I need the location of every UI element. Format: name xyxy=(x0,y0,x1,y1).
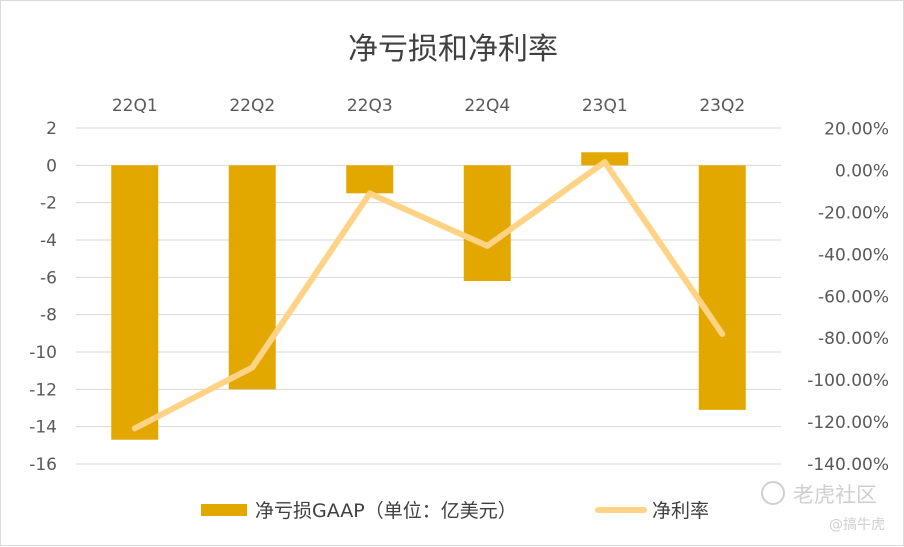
x-tick-label: 22Q2 xyxy=(229,96,275,116)
bar xyxy=(228,165,276,390)
x-axis-labels: 22Q1 22Q2 22Q3 22Q4 23Q1 23Q2 xyxy=(112,96,745,116)
bar xyxy=(111,165,159,440)
y-right-tick-label: -120.00% xyxy=(807,413,889,433)
line-series xyxy=(131,159,726,432)
y-left-axis-labels: 2 0 -2 -4 -6 -8 -10 -12 -14 -16 xyxy=(29,119,57,475)
line-point xyxy=(721,333,723,335)
y-right-tick-label: -140.00% xyxy=(807,455,889,475)
legend-bar-swatch xyxy=(201,504,247,516)
chart-title: 净亏损和净利率 xyxy=(348,32,558,67)
x-tick-label: 23Q2 xyxy=(699,96,745,116)
x-tick-label: 23Q1 xyxy=(582,96,628,116)
line-point xyxy=(604,161,606,163)
y-left-tick-label: -10 xyxy=(29,343,57,363)
y-left-tick-label: -16 xyxy=(29,455,57,475)
legend-bar-label: 净亏损GAAP（单位：亿美元） xyxy=(255,500,517,522)
y-right-tick-label: -80.00% xyxy=(818,329,889,349)
x-tick-label: 22Q1 xyxy=(112,96,158,116)
bar xyxy=(463,165,511,282)
legend: 净亏损GAAP（单位：亿美元） 净利率 xyxy=(201,500,709,522)
bar xyxy=(581,152,629,166)
y-left-tick-label: -12 xyxy=(29,380,57,400)
x-tick-label: 22Q3 xyxy=(347,96,393,116)
y-left-tick-label: -14 xyxy=(29,418,57,438)
tiger-logo-icon xyxy=(761,481,785,505)
y-right-tick-label: 0.00% xyxy=(835,161,889,181)
bar-series xyxy=(111,152,746,440)
gridlines xyxy=(76,127,781,465)
watermark: 老虎社区 @搞牛虎 xyxy=(761,481,885,533)
y-right-tick-label: -60.00% xyxy=(818,287,889,307)
y-right-tick-label: 20.00% xyxy=(824,120,889,140)
legend-line-label: 净利率 xyxy=(652,500,709,522)
line-path xyxy=(131,159,726,432)
x-tick-label: 22Q4 xyxy=(464,96,510,116)
y-right-tick-label: -20.00% xyxy=(818,203,889,223)
y-left-tick-label: -8 xyxy=(40,306,57,326)
y-right-tick-label: -100.00% xyxy=(807,371,889,391)
y-left-tick-label: -4 xyxy=(40,231,57,251)
y-left-tick-label: 2 xyxy=(46,119,57,139)
y-left-tick-label: 0 xyxy=(46,156,57,176)
y-right-tick-label: -40.00% xyxy=(818,245,889,265)
line-point xyxy=(486,245,488,247)
watermark-main: 老虎社区 xyxy=(793,483,877,507)
line-point xyxy=(369,193,371,195)
y-left-tick-label: -6 xyxy=(40,268,57,288)
line-point xyxy=(134,427,136,429)
line-point xyxy=(251,367,253,369)
y-right-axis-labels: 20.00% 0.00% -20.00% -40.00% -60.00% -80.00% -… xyxy=(807,120,889,476)
bar xyxy=(346,165,394,194)
bar xyxy=(698,165,746,410)
y-left-tick-label: -2 xyxy=(40,194,57,214)
watermark-sub: @搞牛虎 xyxy=(829,517,885,533)
